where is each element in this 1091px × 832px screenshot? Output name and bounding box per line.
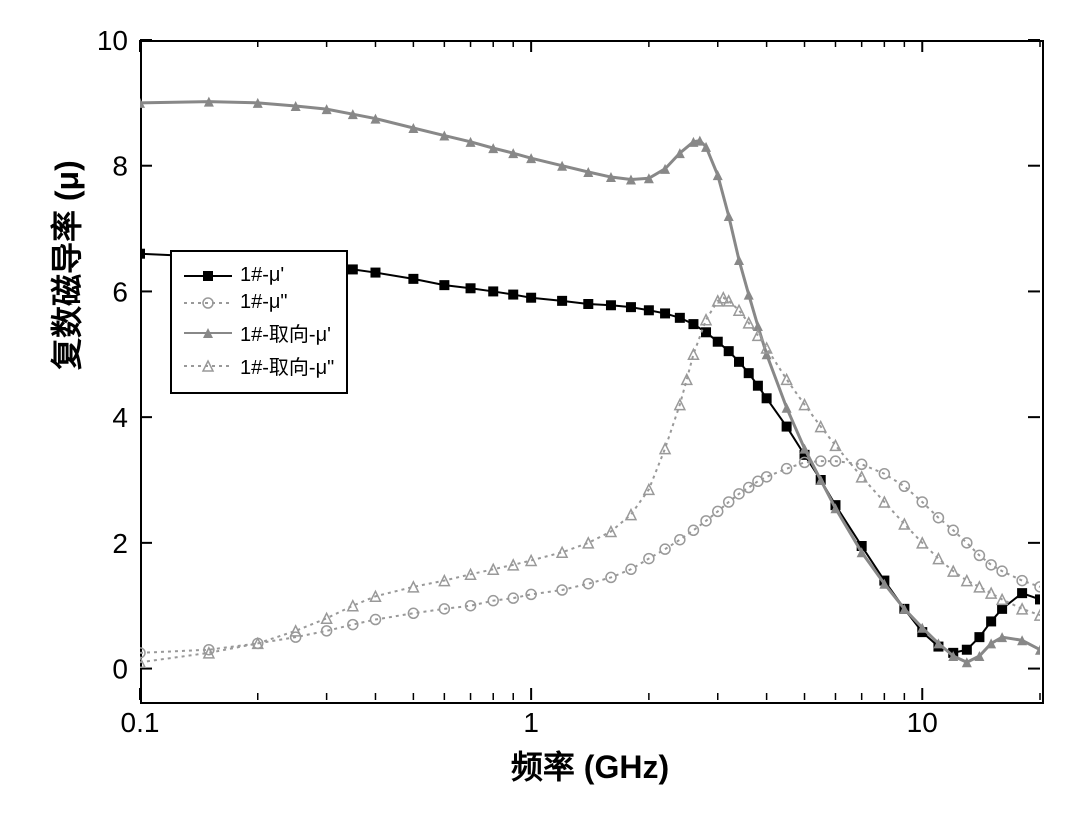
legend-label: 1#-μ' xyxy=(240,264,284,287)
svg-text:1: 1 xyxy=(523,707,539,738)
svg-text:8: 8 xyxy=(112,151,128,182)
legend-item: 1#-μ" xyxy=(184,291,334,314)
legend-label: 1#-取向-μ" xyxy=(240,351,334,380)
x-axis-label: 频率 (GHz) xyxy=(511,742,669,812)
svg-text:6: 6 xyxy=(112,276,128,307)
legend-label: 1#-取向-μ' xyxy=(240,318,331,347)
svg-text:2: 2 xyxy=(112,528,128,559)
svg-text:4: 4 xyxy=(112,402,128,433)
svg-text:0.1: 0.1 xyxy=(121,707,160,738)
legend-item: 1#-μ' xyxy=(184,264,334,287)
legend-item: 1#-取向-μ' xyxy=(184,318,334,347)
legend: 1#-μ' 1#-μ" 1#-取向-μ' 1#-取向-μ" xyxy=(170,250,348,394)
svg-text:0: 0 xyxy=(112,654,128,685)
legend-item: 1#-取向-μ" xyxy=(184,351,334,380)
chart-svg: 0.1 1 10 0 2 4 6 8 10 xyxy=(20,20,1071,812)
svg-text:10: 10 xyxy=(97,25,128,56)
svg-text:10: 10 xyxy=(907,707,938,738)
chart-container: 0.11100246810 复数磁导率 (μ) 频率 (GHz) 1#-μ'1#… xyxy=(20,20,1071,812)
legend-label: 1#-μ" xyxy=(240,291,288,314)
